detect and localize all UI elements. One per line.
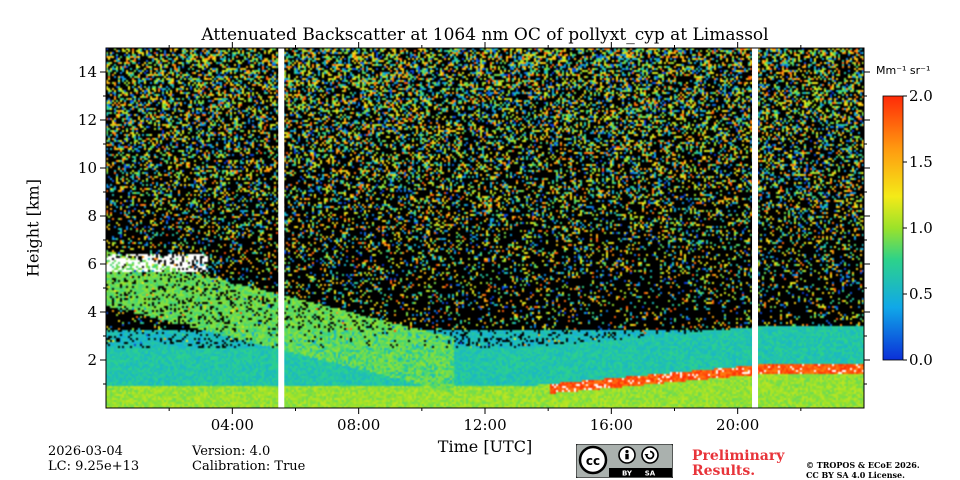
y-tick-label: 2 xyxy=(87,351,97,369)
colorbar-tick-label: 1.0 xyxy=(909,219,933,237)
x-tick-label: 20:00 xyxy=(716,416,760,434)
svg-text:cc: cc xyxy=(586,454,600,468)
x-tick-label: 16:00 xyxy=(589,416,633,434)
data-gap xyxy=(752,48,759,408)
colorbar-ticks xyxy=(903,95,907,361)
chart-title: Attenuated Backscatter at 1064 nm OC of … xyxy=(201,25,769,45)
colorbar-unit: Mm⁻¹ sr⁻¹ xyxy=(876,64,931,77)
y-tick-label: 6 xyxy=(87,255,97,273)
version-text: Version: 4.0 xyxy=(192,444,271,459)
svg-text:SA: SA xyxy=(645,470,656,478)
meta-right: Version: 4.0 Calibration: True xyxy=(192,444,305,474)
data-gaps xyxy=(278,48,759,408)
x-ticks xyxy=(168,42,802,414)
y-tick-label: 8 xyxy=(87,207,97,225)
backscatter-heatmap xyxy=(106,48,864,408)
y-tick-label: 12 xyxy=(77,111,97,129)
y-ticks xyxy=(100,71,870,385)
svg-text:BY: BY xyxy=(622,470,633,478)
colorbar-tick-label: 1.5 xyxy=(909,153,933,171)
meta-left: 2026-03-04 LC: 9.25e+13 xyxy=(48,444,139,474)
data-gap xyxy=(278,48,285,408)
colorbar-tick-label: 0.5 xyxy=(909,285,933,303)
preliminary-badge: Preliminary Results. xyxy=(692,448,785,479)
license-text: © TROPOS & ECoE 2026. CC BY SA 4.0 Licen… xyxy=(806,460,920,480)
colorbar-tick-label: 0.0 xyxy=(909,351,933,369)
x-tick-label: 12:00 xyxy=(463,416,507,434)
colorbar xyxy=(882,95,904,361)
cc-icon xyxy=(578,445,608,475)
y-tick-label: 10 xyxy=(77,159,97,177)
colorbar-tick-label: 2.0 xyxy=(909,87,933,105)
y-tick-label: 4 xyxy=(87,303,97,321)
x-axis-label: Time [UTC] xyxy=(437,437,533,456)
cc-by-sa-badge: cc BY SA xyxy=(576,444,673,478)
x-tick-label: 04:00 xyxy=(210,416,254,434)
calibration-text: Calibration: True xyxy=(192,459,306,474)
date-text: 2026-03-04 xyxy=(48,444,123,459)
sa-icon xyxy=(641,446,659,464)
x-tick-label: 08:00 xyxy=(337,416,381,434)
y-tick-label: 14 xyxy=(77,63,97,81)
lc-text: LC: 9.25e+13 xyxy=(48,459,140,474)
